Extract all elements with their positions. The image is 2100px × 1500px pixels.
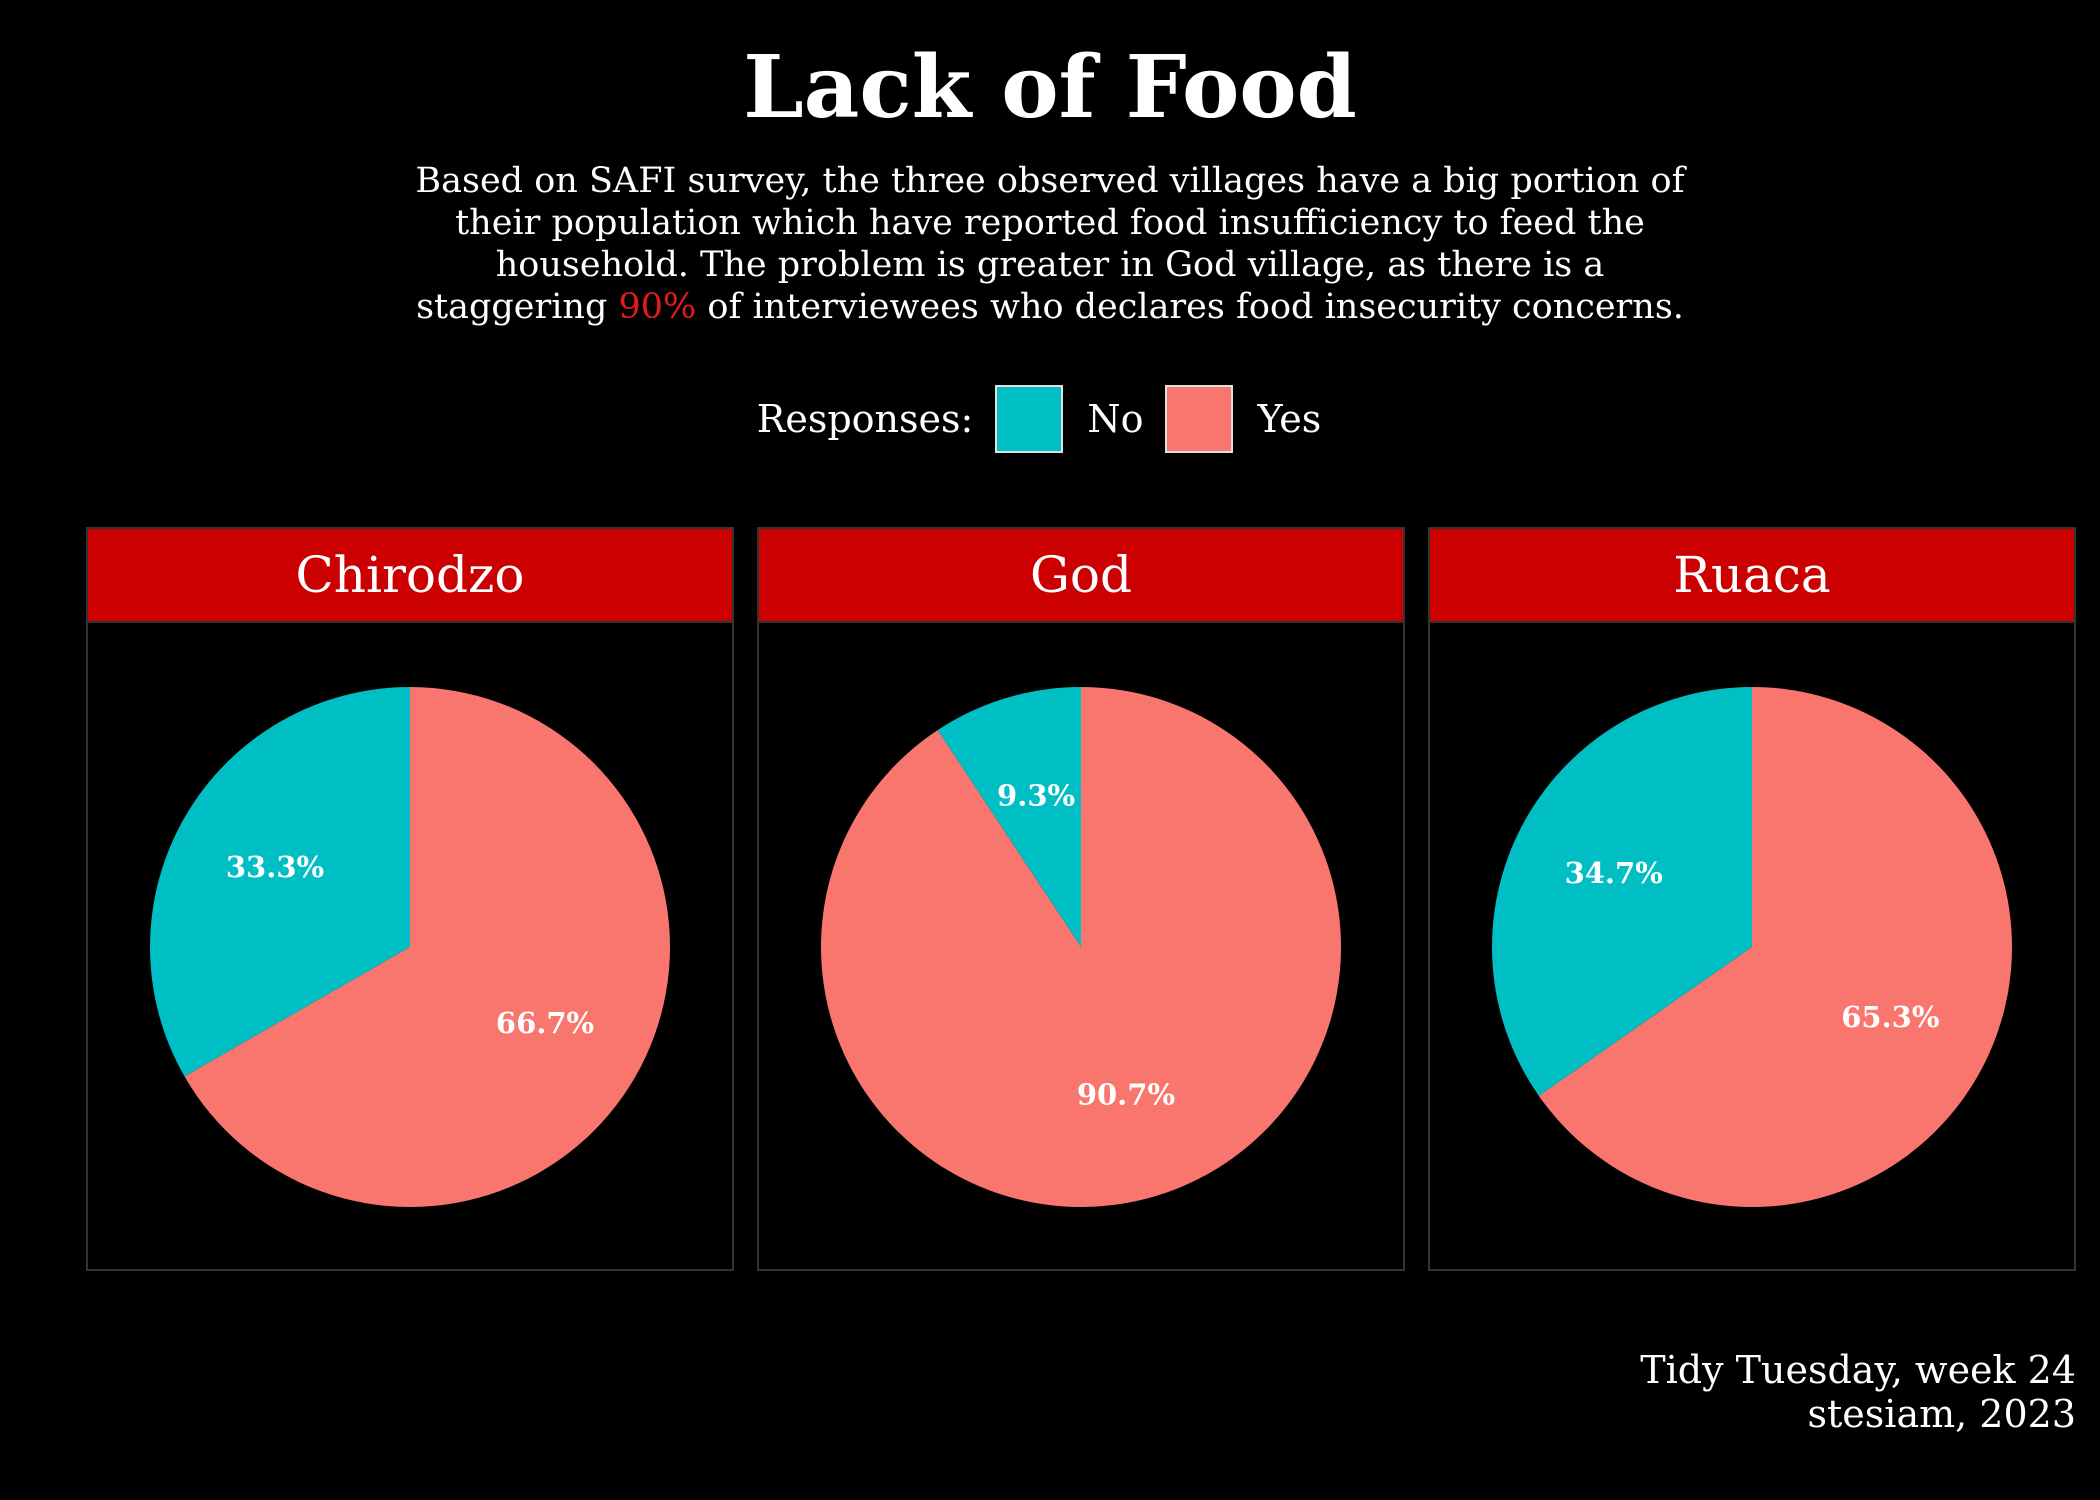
pie-slice-god-yes [821,687,1341,1207]
pie-slice-ruaca-no [1492,687,1752,1096]
data-label-god-yes: 90.7% [1077,1077,1175,1111]
data-label-chirodzo-no: 33.3% [226,850,324,884]
legend-label-yes: Yes [1257,397,1322,441]
facet-label-chirodzo: Chirodzo [295,546,525,604]
pie-slice-chirodzo-no [150,687,411,1077]
legend-item-yes: Yes [1165,385,1321,453]
facet-strip-god: God [757,527,1405,623]
facet-panel-god: 9.3% 90.7% [757,621,1405,1271]
caption-line-2: stesiam, 2023 [1807,1392,2076,1436]
data-label-chirodzo-yes: 66.7% [496,1006,594,1040]
pie-slice-chirodzo-yes [184,687,670,1207]
facet-label-god: God [1029,546,1133,604]
legend-title: Responses: [756,397,974,441]
subtitle-text-end: of interviewees who declares food insecu… [696,287,1684,327]
legend-swatch-no [995,385,1064,453]
chart-subtitle: Based on SAFI survey, the three observed… [400,160,1700,328]
pie-slice-god-no [937,687,1081,947]
pie-slice-ruaca-yes [1538,687,2012,1207]
data-label-ruaca-yes: 65.3% [1841,1000,1939,1034]
facet-label-ruaca: Ruaca [1673,546,1831,604]
legend-item-no: No [995,385,1143,453]
caption-line-1: Tidy Tuesday, week 24 [1640,1348,2076,1392]
pie-chart-ruaca: 34.7% 65.3% [1492,687,2012,1207]
facet-panel-chirodzo: 33.3% 66.7% [86,621,734,1271]
facet-panel-ruaca: 34.7% 65.3% [1428,621,2076,1271]
subtitle-text-start: Based on SAFI survey, the three observed… [415,161,1685,327]
legend-swatch-yes [1165,385,1234,453]
data-label-ruaca-no: 34.7% [1565,856,1663,890]
caption: Tidy Tuesday, week 24 stesiam, 2023 [1640,1348,2076,1436]
legend-label-no: No [1087,397,1144,441]
facet-strip-ruaca: Ruaca [1428,527,2076,623]
legend: Responses: No Yes [0,381,2100,457]
facet-strip-chirodzo: Chirodzo [86,527,734,623]
subtitle-highlight: 90% [618,287,697,327]
pie-chart-god: 9.3% 90.7% [821,687,1341,1207]
pie-chart-chirodzo: 33.3% 66.7% [150,687,670,1207]
chart-title: Lack of Food [743,37,1357,138]
data-label-god-no: 9.3% [997,779,1075,813]
